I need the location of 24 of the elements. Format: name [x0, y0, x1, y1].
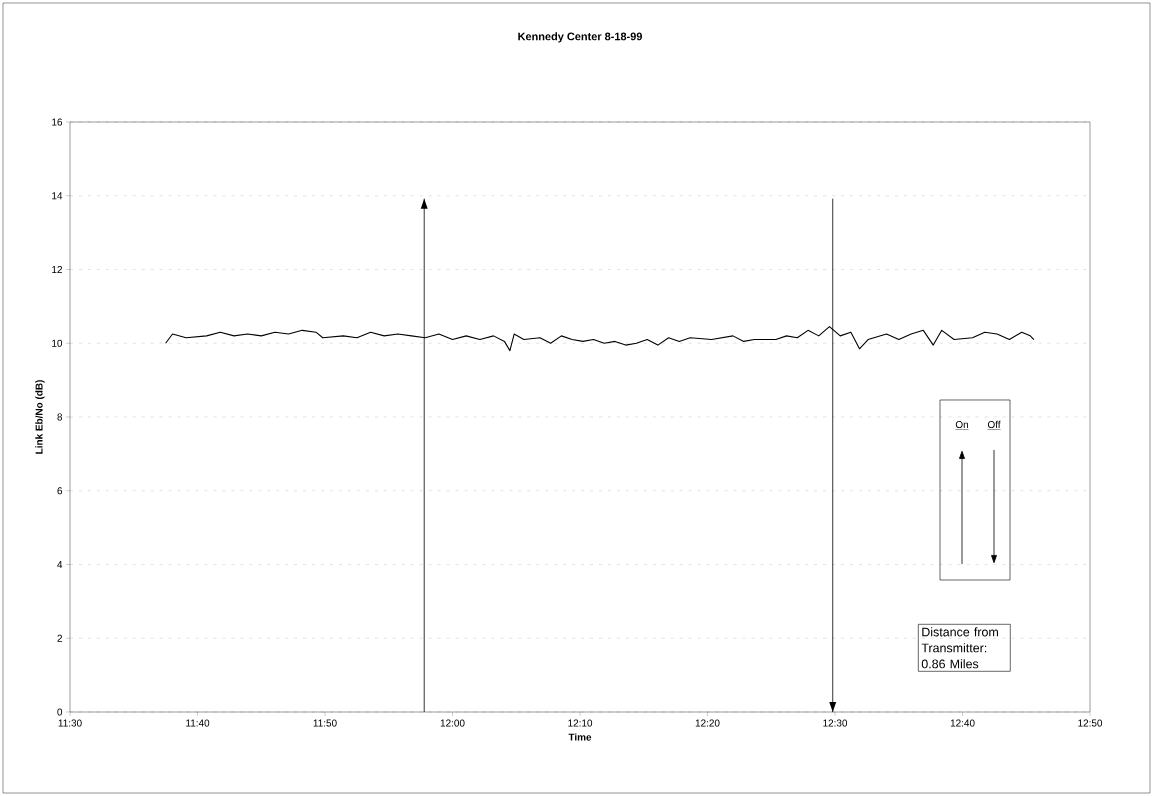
y-axis-title: Link Eb/No (dB): [35, 380, 45, 454]
y-tick-label: 16: [52, 118, 63, 126]
x-tick-label: 12:30: [823, 719, 848, 727]
y-tick-label: 12: [52, 266, 62, 273]
y-tick-label: 10: [52, 339, 63, 347]
y-tick-label: 2: [57, 634, 62, 642]
y-tick-label: 6: [57, 487, 63, 495]
y-tick-label: 14: [52, 192, 63, 200]
chart-title: Kennedy Center 8-18-99: [518, 32, 642, 43]
x-tick-label: 11:50: [313, 719, 337, 727]
x-tick-label: 12:50: [1078, 719, 1103, 727]
y-tick-label: 8: [57, 413, 63, 421]
x-tick-label: 12:40: [950, 719, 975, 727]
x-tick-label: 12:20: [695, 719, 720, 727]
x-tick-label: 12:00: [440, 719, 465, 727]
x-tick-label: 11:40: [186, 719, 210, 727]
annotation: On: [955, 421, 969, 429]
annotation: Distance from Transmitter: 0.86 Miles: [921, 627, 998, 669]
x-tick-label: 11:30: [58, 719, 82, 727]
x-axis-title: Time: [568, 733, 592, 741]
x-tick-label: 12:10: [568, 719, 593, 727]
y-tick-label: 0: [57, 708, 63, 716]
y-tick-label: 4: [57, 561, 63, 568]
annotation: Off: [987, 420, 1001, 429]
